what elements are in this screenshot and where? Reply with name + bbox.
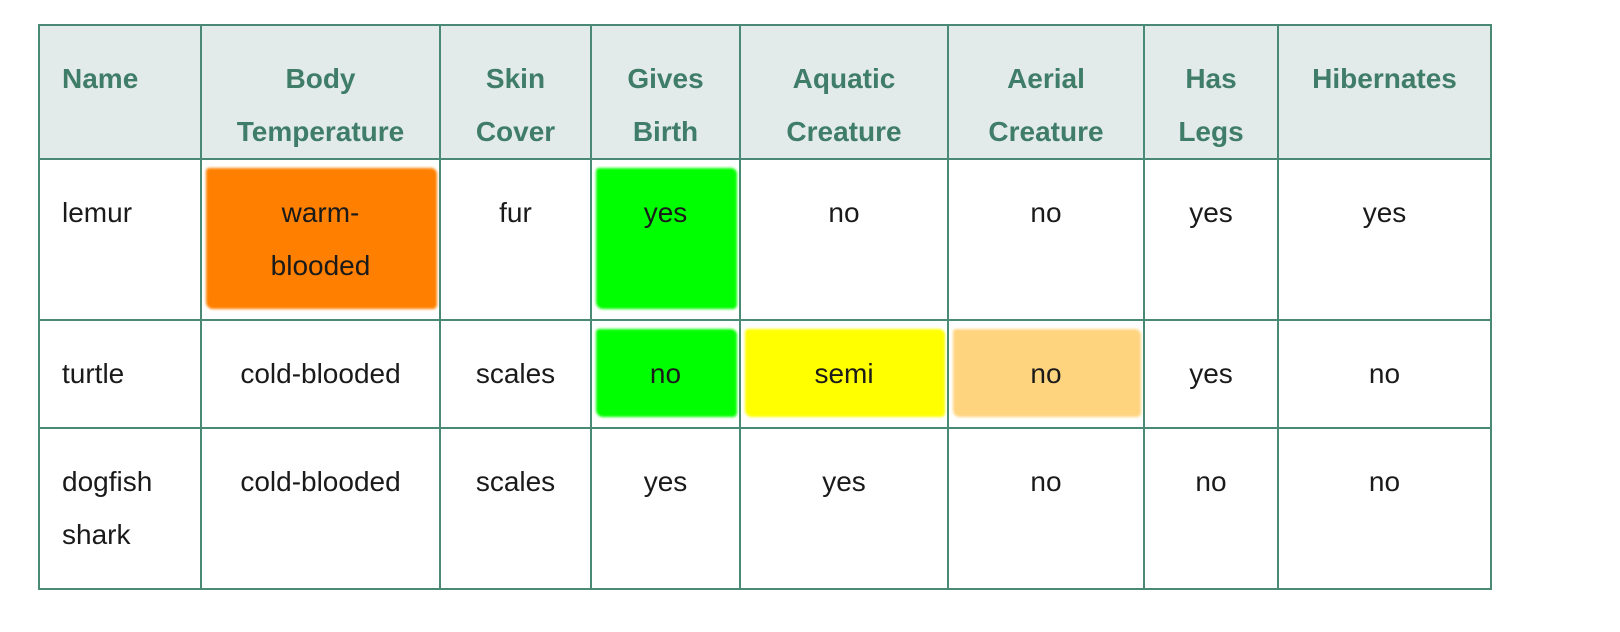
cell-body-temperature: cold-blooded bbox=[200, 319, 441, 429]
header-aerial-creature: Aerial Creature bbox=[947, 24, 1145, 160]
cell-body-temperature-text: cold-blooded bbox=[240, 358, 401, 390]
yellow-highlight bbox=[745, 329, 945, 417]
cell-has-legs-text: yes bbox=[1189, 197, 1233, 228]
cell-hibernates-text: yes bbox=[1362, 197, 1407, 228]
header-aquatic-creature-line2: Creature bbox=[786, 116, 902, 147]
header-aquatic-creature: Aquatic Creature bbox=[739, 24, 949, 160]
cell-has-legs-text: no bbox=[1195, 465, 1227, 497]
cell-skin-cover: scales bbox=[439, 319, 592, 429]
cell-body-temperature-highlighted: warm- blooded bbox=[200, 157, 441, 322]
cell-skin-cover-text: scales bbox=[475, 358, 556, 390]
vertebrate-table: Name Body Temperature Skin Cover Gives B… bbox=[38, 24, 1492, 591]
cell-gives-birth-text: no bbox=[649, 358, 682, 390]
header-gives-birth-line1: Gives bbox=[627, 63, 704, 94]
cell-has-legs: yes bbox=[1143, 319, 1279, 429]
cell-has-legs-text: yes bbox=[1189, 358, 1233, 390]
cell-gives-birth-text: yes bbox=[643, 465, 688, 497]
peach-highlight bbox=[953, 329, 1141, 417]
orange-highlight bbox=[206, 168, 437, 310]
cell-aquatic-creature: no bbox=[739, 157, 949, 322]
cell-aerial-creature-text: no bbox=[1030, 358, 1062, 390]
cell-name: turtle bbox=[38, 319, 202, 429]
header-has-legs: Has Legs bbox=[1143, 24, 1279, 160]
header-body-temperature-line2: Temperature bbox=[236, 116, 405, 147]
cell-hibernates-text: no bbox=[1368, 358, 1401, 390]
green-highlight bbox=[596, 329, 737, 417]
table-row-dogfish-shark: dogfish shark cold-blooded scales yes ye… bbox=[38, 426, 1492, 591]
header-gives-birth: Gives Birth bbox=[590, 24, 741, 160]
cell-aerial-creature-text: no bbox=[1030, 465, 1062, 497]
cell-body-temperature: cold-blooded bbox=[200, 426, 441, 591]
table-row-lemur: lemur warm- blooded fur yes no bbox=[38, 157, 1492, 322]
header-aquatic-creature-line1: Aquatic bbox=[792, 63, 896, 94]
cell-gives-birth: yes bbox=[590, 426, 741, 591]
cell-gives-birth-highlighted: yes bbox=[590, 157, 741, 322]
cell-name-text: turtle bbox=[62, 358, 125, 390]
cell-body-temperature-text: warm- blooded bbox=[271, 186, 371, 292]
cell-skin-cover-text: scales bbox=[475, 465, 556, 497]
cell-skin-cover: fur bbox=[439, 157, 592, 322]
header-row: Name Body Temperature Skin Cover Gives B… bbox=[38, 24, 1492, 160]
cell-aerial-creature-highlighted: no bbox=[947, 319, 1145, 429]
header-gives-birth-line2: Birth bbox=[632, 116, 699, 147]
cell-skin-cover-text: fur bbox=[499, 197, 532, 228]
cell-has-legs: no bbox=[1143, 426, 1279, 591]
cell-name-line1: dogfish bbox=[62, 465, 153, 497]
header-skin-cover-line1: Skin bbox=[485, 63, 546, 94]
cell-gives-birth-text: yes bbox=[643, 197, 688, 228]
cell-aquatic-creature: yes bbox=[739, 426, 949, 591]
header-name: Name bbox=[38, 24, 202, 160]
cell-hibernates-text: no bbox=[1368, 465, 1401, 497]
header-body-temperature-line1: Body bbox=[285, 63, 356, 94]
cell-name: dogfish shark bbox=[38, 426, 202, 591]
table-row-turtle: turtle cold-blooded scales no semi bbox=[38, 319, 1492, 429]
green-highlight bbox=[596, 168, 737, 310]
cell-aquatic-creature-text: semi bbox=[814, 358, 874, 390]
cell-hibernates: yes bbox=[1277, 157, 1492, 322]
cell-name-text: dogfish shark bbox=[62, 455, 152, 561]
cell-hibernates: no bbox=[1277, 426, 1492, 591]
cell-hibernates: no bbox=[1277, 319, 1492, 429]
header-has-legs-line2: Legs bbox=[1178, 116, 1244, 147]
header-hibernates: Hibernates bbox=[1277, 24, 1492, 160]
header-has-legs-line1: Has bbox=[1185, 63, 1237, 94]
header-skin-cover: Skin Cover bbox=[439, 24, 592, 160]
cell-aquatic-creature-text: no bbox=[828, 197, 860, 228]
cell-aquatic-creature-text: yes bbox=[822, 465, 866, 497]
cell-skin-cover: scales bbox=[439, 426, 592, 591]
cell-has-legs: yes bbox=[1143, 157, 1279, 322]
cell-body-temperature-line1: warm- bbox=[281, 197, 360, 228]
header-aerial-creature-line1: Aerial bbox=[1007, 63, 1085, 94]
header-body-temperature: Body Temperature bbox=[200, 24, 441, 160]
header-skin-cover-line2: Cover bbox=[475, 116, 556, 147]
cell-aerial-creature-text: no bbox=[1030, 197, 1062, 228]
header-name-text: Name bbox=[62, 63, 139, 94]
cell-body-temperature-text: cold-blooded bbox=[240, 465, 401, 497]
table-container: Name Body Temperature Skin Cover Gives B… bbox=[38, 24, 1492, 591]
cell-aquatic-creature-highlighted: semi bbox=[739, 319, 949, 429]
cell-gives-birth-highlighted: no bbox=[590, 319, 741, 429]
header-aerial-creature-line2: Creature bbox=[988, 116, 1104, 147]
cell-name-line2: shark bbox=[62, 518, 131, 550]
cell-body-temperature-line2: blooded bbox=[270, 250, 371, 281]
cell-name: lemur bbox=[38, 157, 202, 322]
cell-name-text: lemur bbox=[62, 197, 133, 228]
header-hibernates-text: Hibernates bbox=[1312, 63, 1457, 94]
cell-aerial-creature: no bbox=[947, 426, 1145, 591]
cell-aerial-creature: no bbox=[947, 157, 1145, 322]
